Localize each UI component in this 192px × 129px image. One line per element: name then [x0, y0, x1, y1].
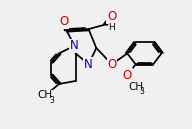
- Text: CH: CH: [38, 90, 53, 100]
- Text: O: O: [107, 58, 117, 71]
- Text: O: O: [107, 10, 116, 23]
- Text: N: N: [70, 39, 79, 52]
- Text: H: H: [108, 22, 114, 31]
- Text: 3: 3: [140, 87, 144, 96]
- Text: N: N: [84, 58, 93, 71]
- Text: O: O: [123, 69, 132, 82]
- Text: CH: CH: [128, 82, 143, 91]
- Text: O: O: [59, 15, 69, 28]
- Text: 3: 3: [49, 96, 54, 105]
